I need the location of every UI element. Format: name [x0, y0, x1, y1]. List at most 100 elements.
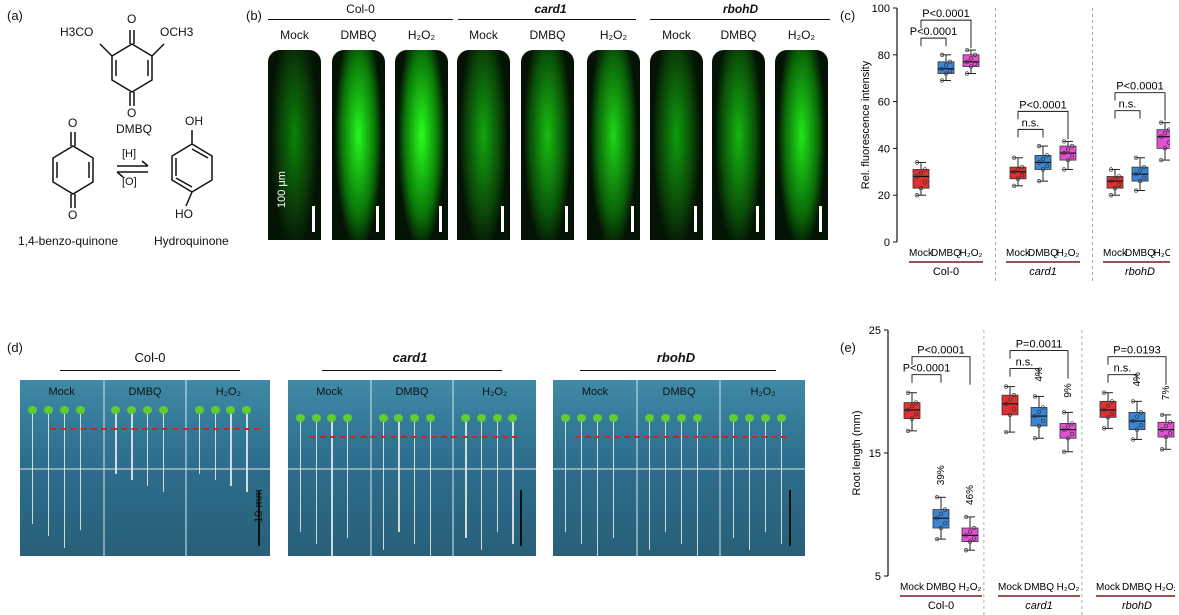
x-tick-label: H₂O₂ — [960, 248, 983, 259]
data-point — [905, 428, 911, 434]
microscopy-image — [521, 50, 574, 240]
data-point — [1109, 411, 1115, 416]
significance-label: P<0.0001 — [1019, 99, 1066, 111]
x-tick-label: DMBQ — [1024, 582, 1054, 593]
box — [962, 54, 980, 67]
data-point — [1163, 423, 1169, 429]
seedling-shoot — [477, 414, 486, 422]
box — [961, 527, 979, 542]
seedling-root — [230, 414, 232, 486]
significance-label: P<0.0001 — [1116, 81, 1163, 93]
data-point — [1137, 168, 1143, 173]
data-point — [1061, 167, 1067, 172]
seedling-shoot — [226, 406, 236, 414]
seedling-root — [649, 422, 651, 550]
data-point — [1036, 179, 1042, 184]
seedling-shoot — [210, 406, 220, 414]
photo-treatment-label: H₂O₂ — [750, 386, 776, 398]
seedling-shoot — [729, 414, 738, 422]
microscopy-image — [395, 50, 448, 240]
seedling-shoot — [43, 406, 53, 414]
data-point — [1044, 153, 1050, 158]
seedling-root — [162, 414, 165, 492]
percent-reduction-label: 7% — [1161, 386, 1172, 401]
x-tick-label: H₂O₂ — [1154, 248, 1170, 259]
box — [912, 169, 930, 189]
data-point — [913, 412, 919, 417]
photo-treatment-label: DMBQ — [128, 386, 162, 398]
seedling-plate-photo: Mock DMBQ H₂O₂ 10 mm — [20, 380, 270, 556]
seedling-shoot — [75, 406, 85, 414]
y-tick-label: 100 — [872, 3, 890, 15]
microscopy-image — [457, 50, 510, 240]
seedling-root — [79, 414, 81, 530]
microscopy-image — [775, 50, 828, 240]
group-label: card1 — [1029, 266, 1057, 278]
significance-bracket — [920, 19, 972, 49]
seedling-shoot — [242, 406, 252, 414]
significance-label: P<0.0001 — [922, 8, 969, 20]
micro-genotype-card1: card1 — [534, 2, 567, 16]
data-point — [968, 64, 974, 69]
seedling-root — [481, 422, 483, 550]
seedling-shoot — [661, 414, 670, 422]
y-tick-label: 15 — [869, 448, 881, 460]
micro-treatment-label: H₂O₂ — [407, 28, 436, 42]
data-point — [1040, 418, 1046, 424]
hq-oh-bottom: HO — [175, 207, 193, 221]
seedling-root — [597, 422, 599, 556]
seedling-root — [414, 422, 416, 544]
data-point — [1011, 183, 1017, 188]
data-point — [905, 407, 911, 413]
group-label: Col-0 — [928, 600, 954, 612]
photo-genotype-rbohd: rbohD — [656, 350, 696, 365]
data-point — [1019, 173, 1025, 178]
box — [1030, 407, 1048, 427]
data-point — [1069, 143, 1075, 149]
seedling-root — [765, 422, 767, 532]
seedling-root — [613, 422, 615, 538]
data-point — [938, 525, 944, 531]
data-point — [1141, 175, 1147, 180]
panel-label-e: (e) — [840, 340, 856, 355]
data-point — [1116, 174, 1122, 179]
data-point — [1112, 186, 1118, 191]
seedling-shoot — [492, 414, 502, 422]
group-label: rbohD — [1125, 266, 1155, 278]
seedling-root — [331, 422, 333, 556]
seedling-shoot — [693, 414, 702, 422]
x-tick-label: H₂O₂ — [1155, 582, 1175, 593]
data-point — [1061, 427, 1067, 432]
data-point — [1003, 384, 1009, 389]
seedling-shoot — [561, 414, 570, 422]
y-tick-label: 25 — [869, 325, 881, 337]
data-point — [1130, 399, 1136, 404]
seedling-root — [382, 422, 385, 550]
data-point — [964, 59, 970, 64]
x-tick-label: Mock — [909, 248, 934, 259]
dmbq-substituent-right: OCH3 — [160, 25, 194, 39]
significance-bracket — [1107, 374, 1138, 383]
seedling-shoot — [296, 414, 305, 422]
data-point — [1130, 418, 1136, 424]
seedling-root — [300, 422, 302, 532]
percent-reduction-label: 9% — [1063, 383, 1074, 398]
data-point — [1166, 127, 1170, 132]
data-point — [964, 71, 970, 76]
data-point — [1040, 156, 1046, 162]
data-point — [1036, 160, 1042, 165]
seedling-shoot — [410, 414, 419, 422]
data-point — [1109, 399, 1115, 404]
percent-reduction-label: 39% — [936, 465, 947, 485]
seedling-shoot — [645, 414, 654, 422]
microscopy-image — [712, 50, 765, 240]
reference-dashed-line — [575, 436, 787, 438]
seedling-plate-photo: Mock DMBQ H₂O₂ — [553, 380, 805, 556]
seedling-root — [347, 422, 349, 538]
x-tick-label: DMBQ — [931, 248, 961, 259]
box — [1106, 176, 1124, 189]
scale-bar — [376, 206, 379, 232]
box — [932, 509, 950, 529]
x-tick-label: DMBQ — [926, 582, 956, 593]
data-point — [1065, 157, 1071, 163]
